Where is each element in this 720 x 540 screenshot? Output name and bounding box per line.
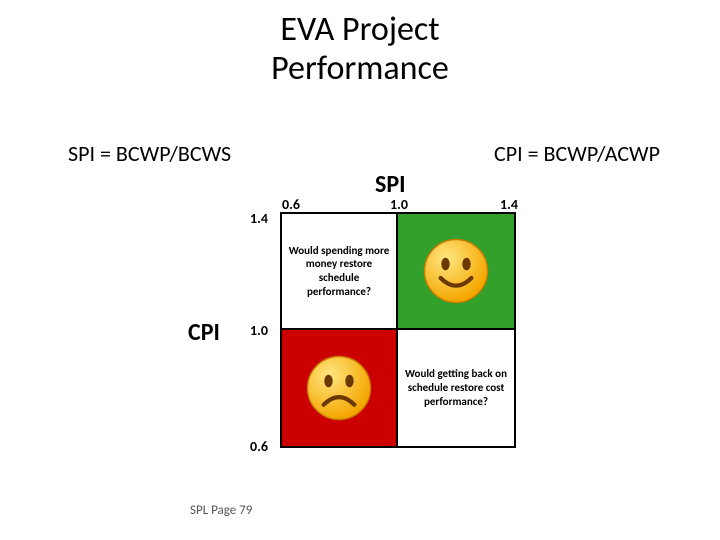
- page-title: EVA Project Performance: [0, 10, 720, 88]
- quadrant-grid: Would spending more money restore schedu…: [280, 212, 516, 448]
- quadrant-bottom-right-text: Would getting back on schedule restore c…: [404, 367, 508, 408]
- quadrant-bottom-right: Would getting back on schedule restore c…: [398, 330, 514, 446]
- row-axis-label: CPI: [188, 318, 220, 347]
- cpi-formula: CPI = BCWP/ACWP: [494, 140, 660, 167]
- quadrant-top-right: [398, 214, 514, 330]
- row-tick-high: 1.4: [250, 210, 268, 227]
- col-tick-high: 1.4: [500, 196, 518, 213]
- quadrant-bottom-left: [282, 330, 398, 446]
- spi-formula: SPI = BCWP/BCWS: [68, 140, 231, 167]
- quadrant-top-left: Would spending more money restore schedu…: [282, 214, 398, 330]
- footer-text: SPL Page 79: [190, 503, 252, 518]
- row-tick-low: 0.6: [250, 438, 268, 455]
- sad-face-icon: [304, 353, 374, 423]
- col-tick-mid: 1.0: [390, 196, 408, 213]
- row-tick-mid: 1.0: [250, 322, 268, 339]
- happy-face-icon: [421, 236, 491, 306]
- quadrant-top-left-text: Would spending more money restore schedu…: [288, 244, 390, 299]
- col-tick-low: 0.6: [282, 196, 300, 213]
- col-axis-label: SPI: [375, 170, 406, 199]
- title-line-2: Performance: [271, 48, 449, 89]
- title-line-1: EVA Project: [280, 9, 439, 50]
